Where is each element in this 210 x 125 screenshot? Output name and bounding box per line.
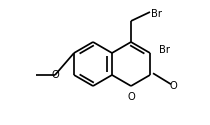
Text: Br: Br [159, 45, 170, 55]
Text: Br: Br [151, 9, 162, 19]
Text: O: O [51, 70, 59, 80]
Text: O: O [127, 92, 135, 102]
Text: O: O [169, 81, 177, 91]
